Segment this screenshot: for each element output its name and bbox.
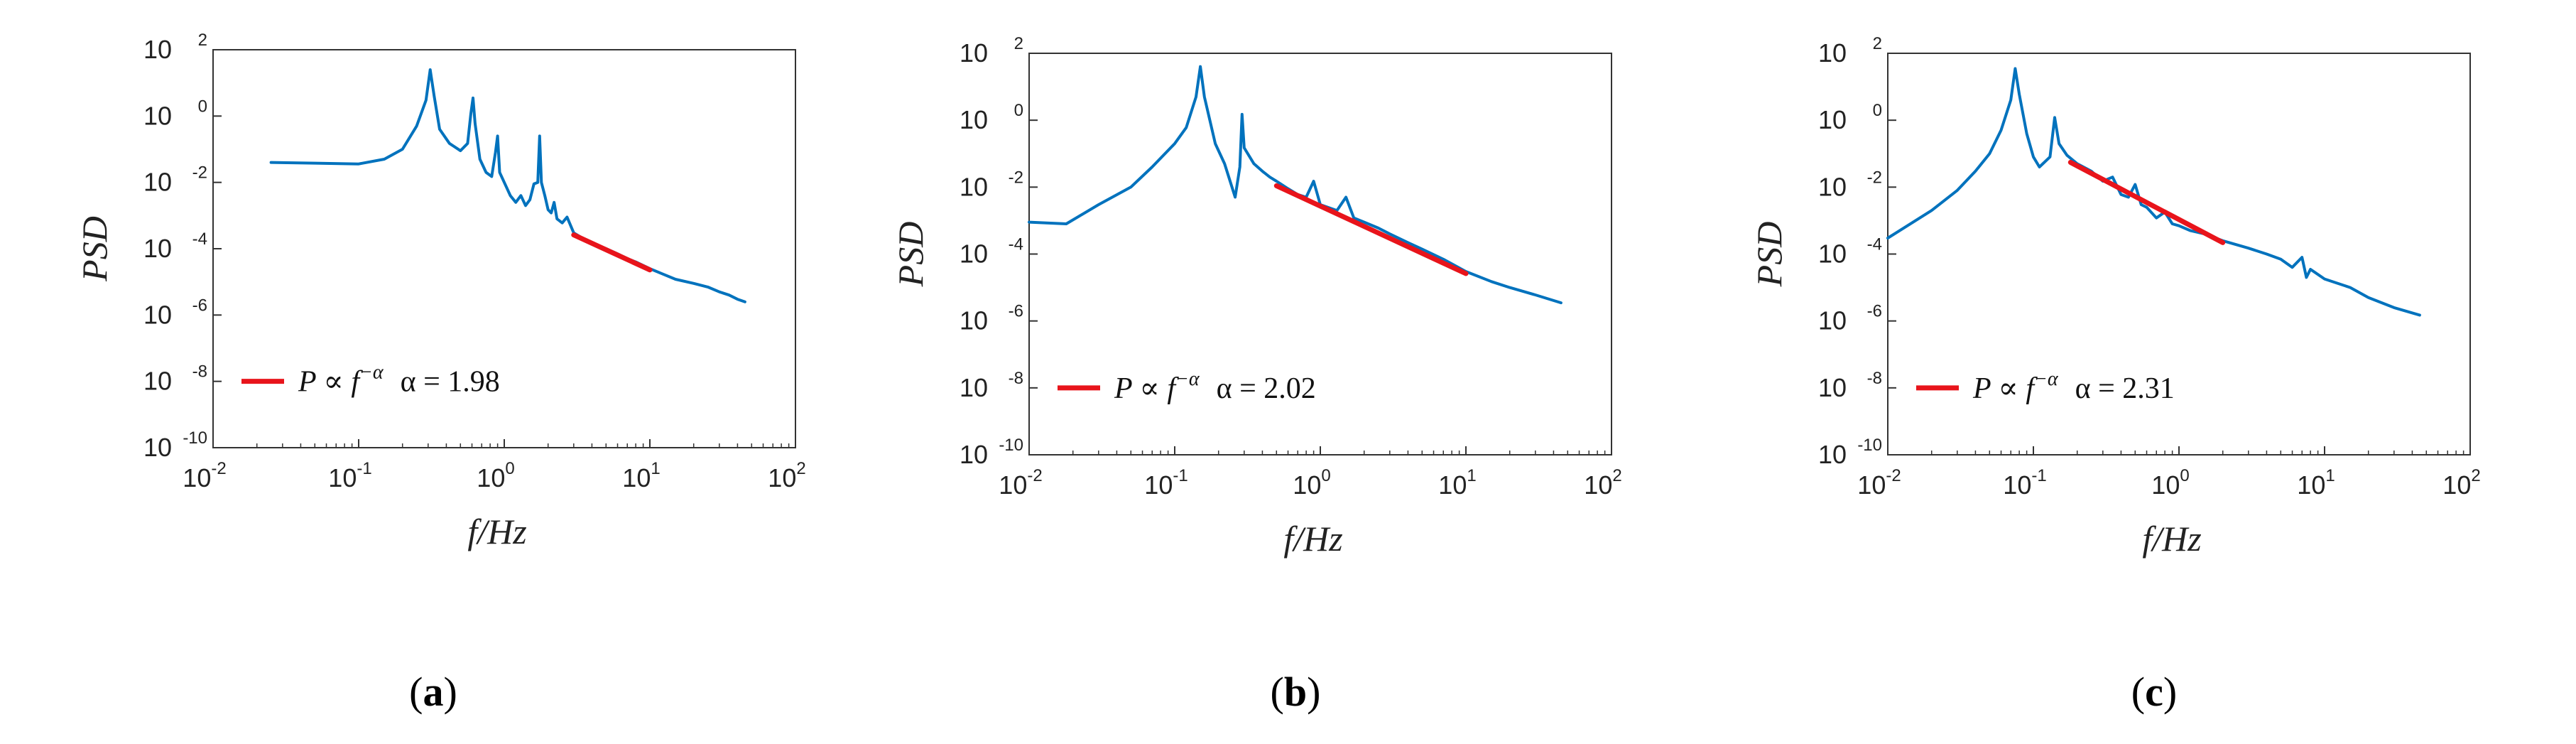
y-tick-label: 10 0 <box>960 101 1023 134</box>
y-tick-label: 10 -4 <box>143 230 207 263</box>
x-tick-label: 101 <box>1438 466 1476 500</box>
x-axis-title: f/Hz <box>1283 519 1342 559</box>
y-tick-label: 10 -8 <box>1818 369 1882 402</box>
y-tick-label: 10 0 <box>143 97 207 130</box>
panel-caption-b: (b) <box>1270 669 1321 715</box>
chart-panel-b: 10-2 10-1 100 101 102 10 -10 10 -8 10 -6 10 -4 10 -2 10… <box>859 0 1717 744</box>
panel-caption-a: (a) <box>409 669 457 715</box>
y-tick-label: 10 -2 <box>1818 168 1882 201</box>
x-tick-label: 102 <box>768 459 805 492</box>
x-tick-label: 100 <box>477 459 514 492</box>
y-tick-label: 10 -2 <box>143 163 207 197</box>
psd-line-series <box>1028 65 1563 305</box>
y-tick-label: 10 2 <box>143 31 207 64</box>
psd-line-series <box>1886 67 2421 317</box>
y-tick-label: 10 -8 <box>143 362 207 396</box>
legend-label: P ∝ f−α α = 1.98 <box>298 362 500 399</box>
x-axis-title: f/Hz <box>2142 519 2201 559</box>
y-tick-label: 10 -4 <box>960 235 1023 269</box>
chart-svg-a: 10-2 10-1 100 101 102 10-10 10-8 10-6 10-4 10-2 10… <box>75 31 806 551</box>
y-tick-label: 10 0 <box>1818 101 1882 134</box>
x-tick-label: 10-2 <box>1857 466 1901 500</box>
y-tick-label: 10 -2 <box>960 168 1023 201</box>
y-axis-title: PSD <box>75 216 114 282</box>
y-axis-title: PSD <box>1749 222 1789 288</box>
legend-label: P ∝ f−α α = 2.31 <box>1972 368 2175 405</box>
y-tick-label: 10 -4 <box>1818 235 1882 269</box>
x-tick-label: 10-2 <box>999 466 1042 500</box>
x-tick-label: 10-2 <box>183 459 226 492</box>
chart-panel-c: 10-2 10-1 100 101 102 10 -10 10 -8 10 -6 10 -4 10 -2 10… <box>1717 0 2576 744</box>
x-tick-label: 10-1 <box>1144 466 1188 500</box>
panel-caption-c: (c) <box>2131 669 2178 715</box>
chart-svg-b: 10-2 10-1 100 101 102 10-10 10-8 10-6 10-4 10-2 10… <box>891 34 1622 559</box>
x-tick-label: 100 <box>1293 466 1330 500</box>
x-tick-label: 100 <box>2151 466 2189 500</box>
x-tick-label: 101 <box>622 459 660 492</box>
y-tick-label: 10 2 <box>960 34 1023 68</box>
fit-line-series <box>571 232 653 273</box>
y-tick-label: 10 -6 <box>143 296 207 329</box>
x-tick-label: 10-1 <box>2003 466 2046 500</box>
psd-line-series <box>269 68 746 303</box>
x-tick-label: 101 <box>2297 466 2335 500</box>
fit-line-series <box>1273 183 1469 276</box>
x-tick-label: 102 <box>1584 466 1621 500</box>
x-tick-label: 10-1 <box>328 459 371 492</box>
chart-panel-a: 10-2 10-1 100 101 102 10 -10 10 -8 10 -6 10 -4 10 -2 10… <box>0 0 859 744</box>
legend-label: P ∝ f−α α = 2.02 <box>1114 368 1316 405</box>
y-tick-label: 10 -8 <box>960 369 1023 402</box>
y-tick-label: 10 2 <box>1818 34 1882 68</box>
y-tick-label: 10 -6 <box>960 302 1023 335</box>
fit-line-series <box>2067 160 2226 245</box>
y-tick-label: 10 -10 <box>1818 436 1882 469</box>
chart-svg-c: 10-2 10-1 100 101 102 10-10 10-8 10-6 10-4 10-2 10… <box>1749 34 2481 559</box>
y-axis-title: PSD <box>891 222 930 288</box>
y-tick-label: 10 -10 <box>960 436 1023 469</box>
x-axis-title: f/Hz <box>467 512 526 551</box>
y-tick-label: 10 -6 <box>1818 302 1882 335</box>
x-tick-label: 102 <box>2442 466 2480 500</box>
y-tick-label: 10 -10 <box>143 428 207 462</box>
